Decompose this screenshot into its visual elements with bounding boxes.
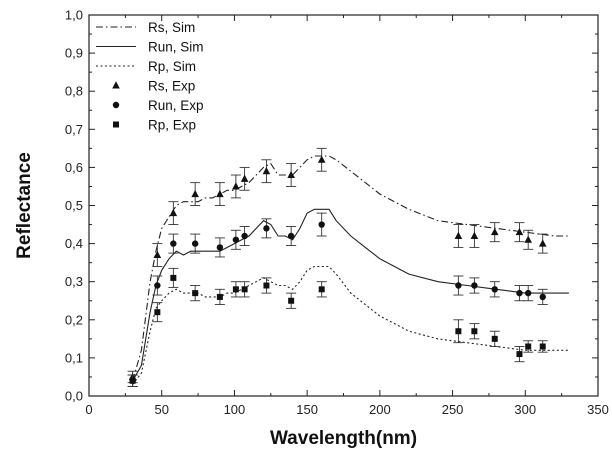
data-point-rp-exp [288,297,295,304]
data-point-run-exp [154,282,161,289]
data-point-rs-exp [232,182,240,190]
x-tick-label: 350 [587,402,609,417]
x-tick-label: 50 [154,402,168,417]
data-point-rp-exp [263,282,270,289]
series-line-rp-sim [132,265,569,385]
data-point-run-exp [191,240,199,247]
legend-label-rp-exp: Rp, Exp [148,118,196,133]
data-point-run-exp [232,236,240,243]
data-point-run-exp [241,232,248,240]
data-point-rp-exp [192,290,199,297]
data-point-rp-exp [129,377,136,384]
legend-marker-rs-exp [112,81,120,89]
y-tick-label: 0,0 [65,389,83,404]
x-tick-label: 200 [369,402,391,417]
y-tick-label: 0,9 [65,46,83,61]
legend-label-rs-exp: Rs, Exp [148,79,195,94]
data-point-rs-exp [240,174,249,182]
legend-label-rs-sim: Rs, Sim [148,20,195,35]
x-tick-label: 250 [442,402,464,417]
data-point-run-exp [455,282,462,289]
x-axis-title: Wavelength(nm) [270,428,417,449]
data-point-run-exp [524,289,532,297]
legend-label-run-sim: Run, Sim [148,40,204,55]
data-point-rp-exp [491,335,498,342]
data-point-rp-exp [516,351,523,358]
series-line-rs-sim [132,155,569,381]
legend-marker-run-exp [112,101,120,109]
x-tick-label: 300 [514,402,536,417]
data-point-run-exp [318,221,325,228]
x-tick-label: 150 [296,402,318,417]
y-axis-title: Reflectance [14,152,35,259]
data-point-rp-exp [232,286,239,293]
data-point-run-exp [216,244,224,251]
data-point-run-exp [539,293,546,301]
data-point-rs-exp [524,235,532,243]
y-tick-label: 0,5 [65,198,83,213]
data-point-rs-exp [454,231,463,239]
y-tick-label: 0,7 [65,122,83,137]
legend: Rs, Sim Run, Sim Rp, Sim Rs, Exp Run, Exp Rp,… [96,20,204,133]
data-point-rs-exp [169,208,178,217]
x-tick-label: 0 [85,402,92,417]
data-point-rp-exp [170,274,177,281]
legend-label-rp-sim: Rp, Sim [148,59,196,74]
data-point-rs-exp [216,189,224,198]
data-point-run-exp [170,240,177,247]
x-tick-label: 100 [224,402,246,417]
data-point-rs-exp [262,167,271,175]
axes: 0 50 100 150 200 250 300 350 0,0 0,1 0,2 0,3 0,4 0,5 0… [65,8,609,418]
data-point-rs-exp [538,239,547,247]
data-point-rp-exp [154,309,161,316]
data-point-run-exp [287,232,295,240]
y-tick-label: 0,1 [65,350,83,365]
data-point-rs-exp [515,227,524,236]
series-line-run-sim [132,208,569,382]
data-point-rs-exp [317,155,326,163]
data-point-rs-exp [490,227,499,236]
data-point-rs-exp [470,231,479,239]
y-tick-label: 0,3 [65,274,83,289]
y-tick-label: 0,8 [65,84,83,99]
data-point-rp-exp [241,286,248,293]
plot-area [127,147,569,387]
legend-label-run-exp: Run, Exp [148,98,204,113]
data-point-rp-exp [539,343,546,350]
data-point-rp-exp [318,286,325,293]
data-point-run-exp [516,289,523,297]
data-point-rs-exp [287,170,295,179]
y-tick-label: 0,4 [65,236,83,251]
y-tick-label: 1,0 [65,8,83,23]
legend-marker-rp-exp [113,121,119,128]
y-tick-label: 0,2 [65,312,83,327]
data-point-rp-exp [525,343,532,350]
data-point-run-exp [491,286,498,293]
data-point-rs-exp [191,189,199,198]
data-point-rp-exp [455,328,462,335]
data-point-run-exp [471,282,478,289]
data-point-rp-exp [471,328,478,335]
data-point-run-exp [263,225,270,232]
data-point-rp-exp [216,293,223,300]
y-tick-label: 0,6 [65,160,83,175]
data-point-rs-exp [153,250,162,259]
